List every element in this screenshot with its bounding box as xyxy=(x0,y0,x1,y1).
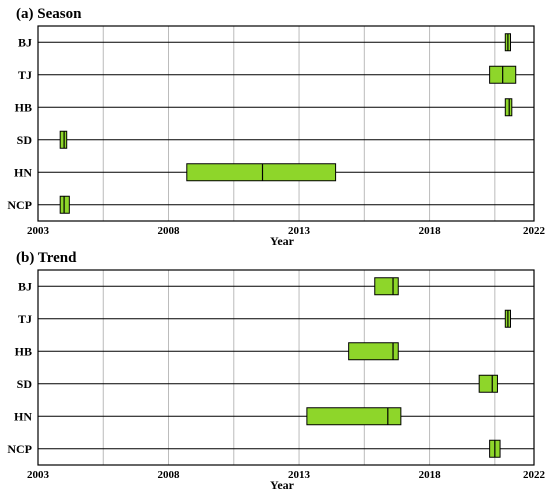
tick-label-y: NCP xyxy=(7,198,32,212)
tick-label-x: 2018 xyxy=(419,469,442,481)
tick-label-x: 2008 xyxy=(158,225,181,237)
tick-label-x: 2018 xyxy=(419,225,442,237)
tick-label-y: HN xyxy=(14,165,32,179)
box-HB xyxy=(504,98,513,117)
box-HN xyxy=(306,407,402,426)
tick-label-x: 2008 xyxy=(158,469,181,481)
tick-label-y: SD xyxy=(17,377,33,391)
chart-title: (b) Trend xyxy=(16,250,77,266)
box-rect xyxy=(306,407,402,426)
box-rect xyxy=(504,98,513,117)
tick-label-x: 2022 xyxy=(523,225,546,237)
box-HB xyxy=(348,342,399,361)
tick-label-y: HB xyxy=(15,100,32,114)
box-rect xyxy=(59,195,70,214)
tick-label-x: 2003 xyxy=(27,225,50,237)
box-NCP xyxy=(59,195,70,214)
box-rect xyxy=(348,342,399,361)
box-TJ xyxy=(504,309,512,328)
x-axis-title: Year xyxy=(270,234,295,248)
x-axis-title: Year xyxy=(270,478,295,492)
box-BJ xyxy=(374,277,399,296)
tick-label-y: BJ xyxy=(18,35,32,49)
box-SD xyxy=(478,374,498,393)
box-rect xyxy=(478,374,498,393)
plot-frame xyxy=(37,25,535,222)
tick-label-x: 2022 xyxy=(523,469,546,481)
box-rect xyxy=(59,130,68,149)
box-SD xyxy=(59,130,68,149)
tick-label-x: 2013 xyxy=(288,225,311,237)
box-HN xyxy=(186,163,337,182)
chart-panel-0: (a) Season BJ TJ HB SD HN NCP 2003 2008 2013 2018 2… xyxy=(7,6,545,248)
box-TJ xyxy=(489,65,517,84)
plot-frame xyxy=(37,269,535,466)
tick-label-y: SD xyxy=(17,133,33,147)
tick-label-x: 2003 xyxy=(27,469,50,481)
tick-label-y: BJ xyxy=(18,279,32,293)
tick-label-y: TJ xyxy=(18,312,32,326)
tick-label-x: 2013 xyxy=(288,469,311,481)
chart-panel-1: (b) Trend BJ TJ HB SD HN NCP 2003 2008 2013 2018 20… xyxy=(7,250,545,492)
tick-label-y: HN xyxy=(14,409,32,423)
tick-label-y: TJ xyxy=(18,68,32,82)
box-rect xyxy=(186,163,337,182)
box-BJ xyxy=(504,33,512,52)
box-NCP xyxy=(489,439,501,458)
chart-title: (a) Season xyxy=(16,6,82,22)
tick-label-y: HB xyxy=(15,344,32,358)
box-rect xyxy=(374,277,399,296)
tick-label-y: NCP xyxy=(7,442,32,456)
